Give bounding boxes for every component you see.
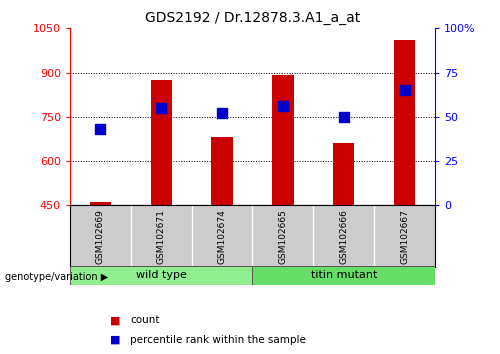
Text: ■: ■ bbox=[110, 315, 120, 325]
Point bbox=[400, 87, 408, 93]
Text: GSM102669: GSM102669 bbox=[96, 209, 105, 264]
Text: percentile rank within the sample: percentile rank within the sample bbox=[130, 335, 306, 345]
Bar bbox=[252, 266, 435, 285]
Text: count: count bbox=[130, 315, 160, 325]
Bar bbox=[70, 266, 252, 285]
Title: GDS2192 / Dr.12878.3.A1_a_at: GDS2192 / Dr.12878.3.A1_a_at bbox=[145, 11, 360, 24]
Point bbox=[157, 105, 165, 111]
Text: GSM102674: GSM102674 bbox=[218, 209, 226, 264]
Text: GSM102666: GSM102666 bbox=[339, 209, 348, 264]
Bar bbox=[212, 137, 233, 205]
Bar bbox=[150, 80, 172, 205]
Point bbox=[96, 126, 104, 132]
Bar bbox=[90, 202, 111, 205]
Text: ■: ■ bbox=[110, 335, 120, 345]
Point bbox=[218, 110, 226, 116]
Text: genotype/variation ▶: genotype/variation ▶ bbox=[5, 272, 108, 282]
Text: GSM102667: GSM102667 bbox=[400, 209, 409, 264]
Text: wild type: wild type bbox=[136, 270, 186, 280]
Point bbox=[279, 103, 287, 109]
Bar bbox=[394, 40, 415, 205]
Point bbox=[340, 114, 348, 120]
Text: GSM102665: GSM102665 bbox=[278, 209, 287, 264]
Bar bbox=[272, 75, 293, 205]
Text: GSM102671: GSM102671 bbox=[157, 209, 166, 264]
Bar bbox=[333, 143, 354, 205]
Text: titin mutant: titin mutant bbox=[310, 270, 377, 280]
